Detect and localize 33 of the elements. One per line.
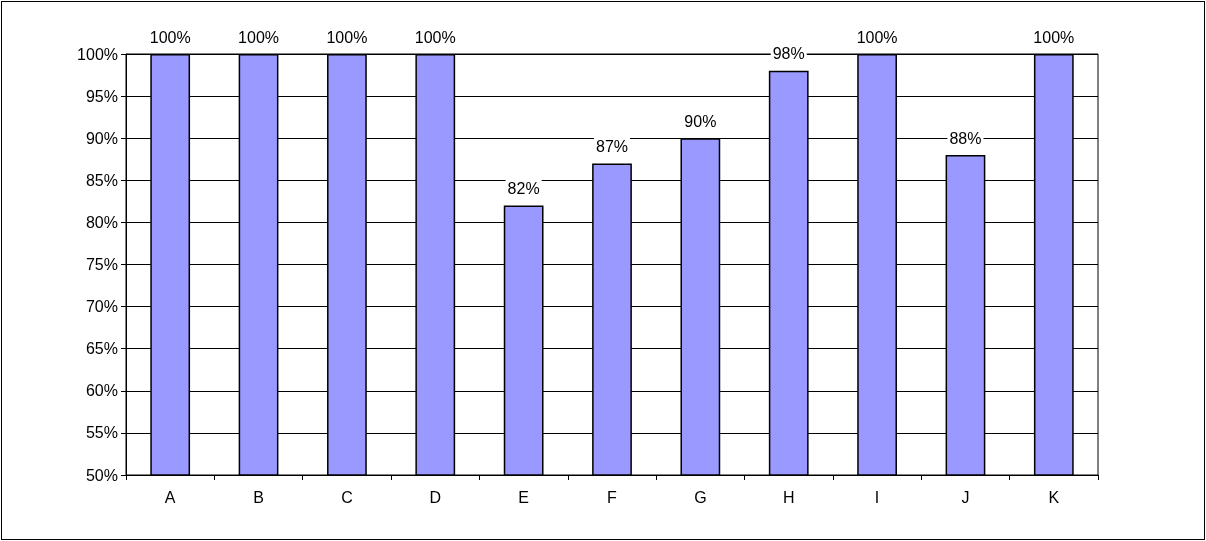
y-tick-label: 85% — [85, 171, 118, 189]
x-tick-label: H — [782, 488, 795, 506]
y-tick-label: 50% — [85, 466, 118, 484]
data-label: 87% — [595, 137, 629, 155]
x-tick-label: E — [518, 488, 529, 506]
x-tick-label: C — [341, 488, 353, 506]
y-tick-label: 65% — [85, 340, 118, 358]
data-label: 88% — [949, 129, 982, 147]
data-label: 100% — [414, 28, 456, 46]
data-label: 100% — [1033, 28, 1075, 46]
data-label: 82% — [507, 180, 540, 198]
data-label: 100% — [149, 28, 191, 46]
y-tick-label: 60% — [85, 382, 118, 400]
y-tick-label: 70% — [85, 298, 118, 316]
data-label: 90% — [684, 112, 717, 130]
y-tick-label: 75% — [85, 256, 118, 273]
x-tick-label: F — [607, 488, 618, 506]
y-tick-label: 90% — [85, 129, 118, 147]
x-tick-label: B — [253, 488, 264, 506]
data-label: 100% — [326, 28, 368, 46]
x-tick-label: K — [1048, 488, 1060, 506]
x-tick-label: J — [961, 488, 970, 506]
x-tick-label: D — [429, 488, 442, 506]
x-tick-label: G — [694, 488, 707, 506]
data-label: 100% — [856, 28, 898, 46]
y-tick-label: 100% — [77, 45, 118, 63]
data-label: 98% — [772, 45, 805, 63]
x-tick-label: A — [164, 488, 176, 506]
data-label: 100% — [238, 28, 280, 46]
y-tick-label: 95% — [85, 87, 118, 105]
y-tick-label: 80% — [85, 213, 118, 231]
y-tick-label: 55% — [85, 424, 118, 442]
x-tick-label: I — [874, 488, 880, 506]
